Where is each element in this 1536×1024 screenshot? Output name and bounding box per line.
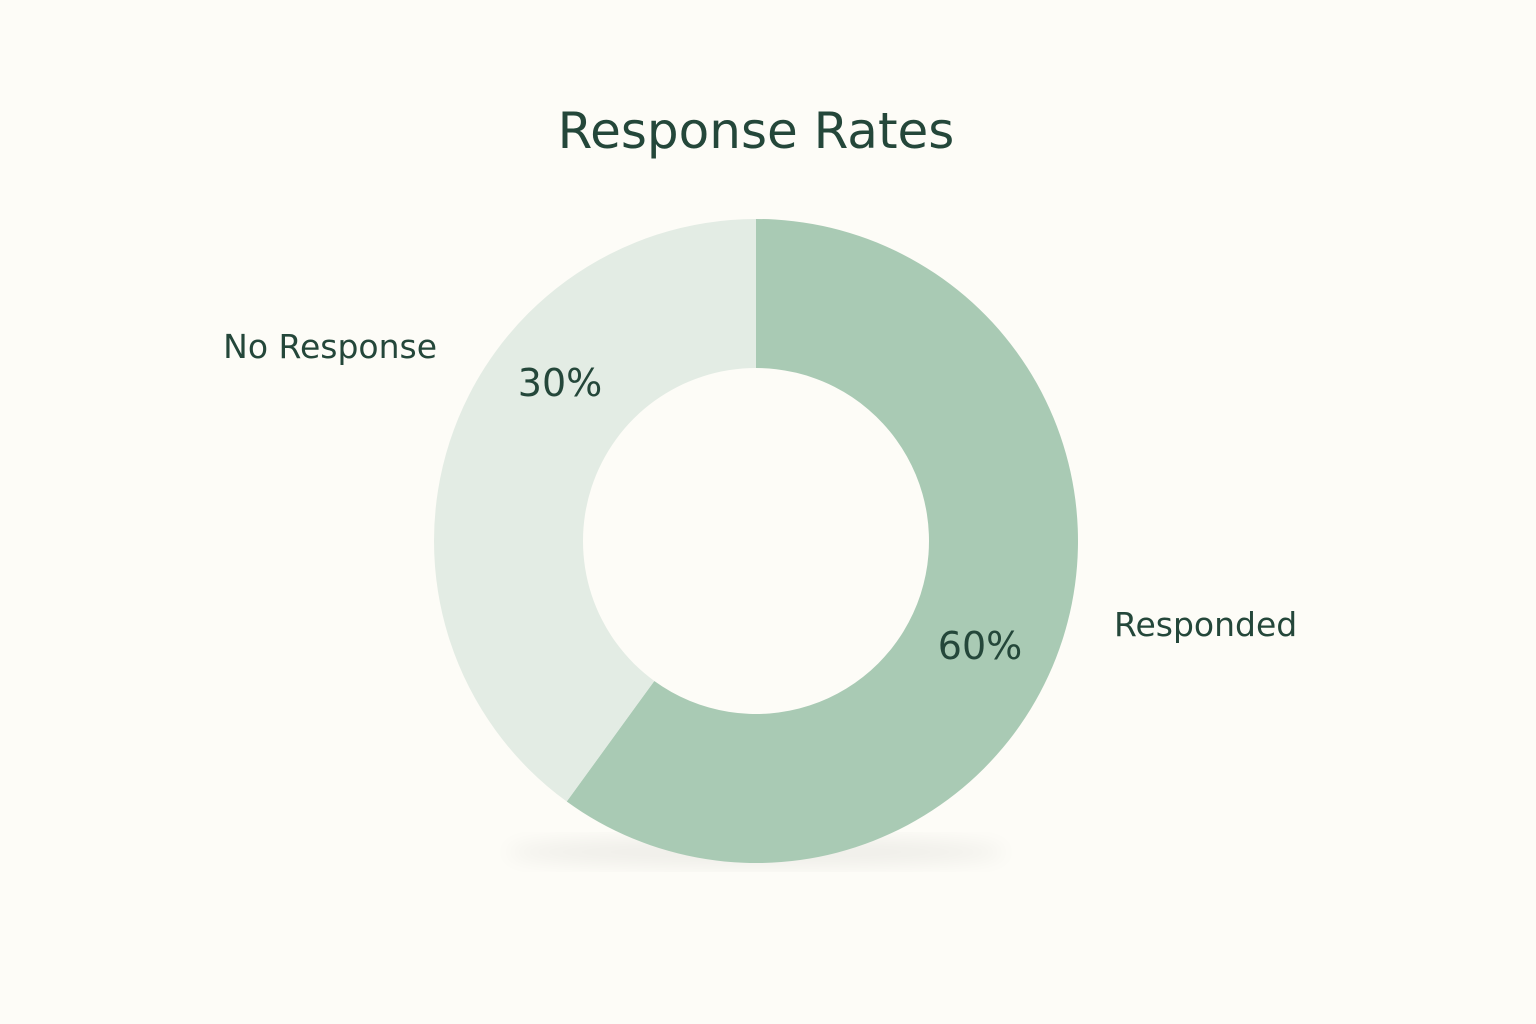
slice-group [434, 219, 1078, 863]
category-label-responded: Responded [1114, 605, 1297, 644]
label-group: 60% 30% Responded No Response [223, 327, 1297, 668]
category-label-no-response: No Response [223, 327, 437, 366]
slice-responded[interactable] [566, 219, 1078, 863]
chart-title: Response Rates [558, 102, 955, 160]
value-label-responded: 60% [938, 624, 1022, 668]
value-label-no-response: 30% [518, 361, 602, 405]
slice-no-response[interactable] [434, 219, 756, 802]
